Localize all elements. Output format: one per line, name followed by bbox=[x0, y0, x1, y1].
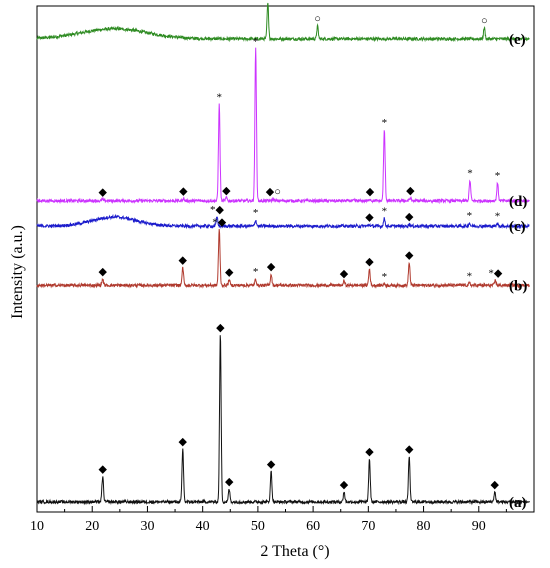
peak-marker: ◆ bbox=[491, 479, 500, 491]
peak-marker: * bbox=[253, 266, 259, 278]
peak-marker: ◆ bbox=[366, 186, 375, 198]
peak-marker: ◆ bbox=[406, 185, 415, 197]
peak-marker: ○ bbox=[265, 0, 272, 2]
x-tick-label: 20 bbox=[85, 519, 99, 534]
peak-marker: ◆ bbox=[98, 464, 107, 476]
peak-marker: * bbox=[382, 117, 388, 129]
plot-area bbox=[36, 5, 535, 513]
x-tick-label: 10 bbox=[30, 519, 44, 534]
series-label: (b) bbox=[509, 278, 527, 294]
peak-marker: ◆ bbox=[267, 459, 276, 471]
series-label: (e) bbox=[509, 32, 526, 48]
x-axis-label: 2 Theta (°) bbox=[260, 543, 329, 560]
x-tick-label: 40 bbox=[196, 519, 210, 534]
peak-marker: *◆ bbox=[210, 204, 225, 216]
peak-marker: ◆ bbox=[405, 211, 414, 223]
series-line bbox=[36, 228, 530, 289]
series-label: (d) bbox=[509, 194, 527, 210]
series-label: (c) bbox=[509, 219, 526, 235]
peak-marker: ◆ bbox=[340, 479, 349, 491]
peak-marker: ◆ bbox=[225, 267, 234, 279]
peak-marker: ◆ bbox=[179, 185, 188, 197]
x-tick-label: 90 bbox=[472, 519, 486, 534]
series-labels: (e) (d) (c) (b) (a) bbox=[509, 32, 527, 511]
peak-marker: ◆ bbox=[225, 476, 234, 488]
peak-marker: ◆ bbox=[179, 255, 188, 267]
peak-marker: * bbox=[382, 271, 388, 283]
series-traces bbox=[36, 2, 530, 506]
peak-marker: ◆ bbox=[267, 261, 276, 273]
series-label: (a) bbox=[509, 495, 527, 511]
series-line bbox=[36, 335, 530, 506]
peak-marker: * bbox=[495, 170, 501, 182]
plot-frame bbox=[36, 5, 535, 513]
series-line bbox=[36, 2, 530, 43]
peak-markers: ○○○◆◆*◆*◆○◆*◆***◆*◆*◆**◆◆*◆◆*◆◆◆*◆**◆◆◆◆… bbox=[98, 0, 502, 491]
peak-marker: * bbox=[467, 210, 473, 222]
peak-marker: * bbox=[216, 92, 222, 104]
peak-marker: ◆ bbox=[405, 443, 414, 455]
peak-marker: ◆ bbox=[365, 212, 374, 224]
series-line bbox=[36, 213, 530, 230]
peak-marker: *◆ bbox=[488, 267, 503, 279]
x-tick-label: 60 bbox=[306, 519, 320, 534]
peak-marker: *◆ bbox=[212, 217, 227, 229]
x-tick-label: 70 bbox=[361, 519, 375, 534]
y-axis-label: Intensity (a.u.) bbox=[9, 225, 26, 319]
x-tick-label: 30 bbox=[140, 519, 154, 534]
peak-marker: ○ bbox=[481, 15, 488, 27]
peak-marker: * bbox=[467, 168, 473, 180]
peak-marker: ◆ bbox=[365, 446, 374, 458]
x-tick-label: 80 bbox=[417, 519, 431, 534]
peak-marker: ◆ bbox=[405, 250, 414, 262]
peak-marker: * bbox=[253, 207, 259, 219]
peak-marker: * bbox=[253, 36, 259, 48]
peak-marker: ◆ bbox=[222, 185, 231, 197]
peak-marker: ○ bbox=[314, 13, 321, 25]
peak-marker: ◆ bbox=[179, 436, 188, 448]
x-tick-label: 50 bbox=[251, 519, 265, 534]
peak-marker: * bbox=[467, 270, 473, 282]
peak-marker: ◆ bbox=[216, 322, 225, 334]
peak-marker: ◆ bbox=[340, 268, 349, 280]
peak-marker: * bbox=[495, 211, 501, 223]
peak-marker: ◆ bbox=[98, 266, 107, 278]
peak-marker: * bbox=[382, 206, 388, 218]
peak-marker: ◆ bbox=[98, 186, 107, 198]
peak-marker: ◆○ bbox=[266, 186, 281, 198]
x-axis-ticks: 10 20 30 40 50 60 70 80 90 bbox=[30, 506, 507, 534]
peak-marker: ◆ bbox=[365, 256, 374, 268]
series-line bbox=[36, 47, 530, 205]
